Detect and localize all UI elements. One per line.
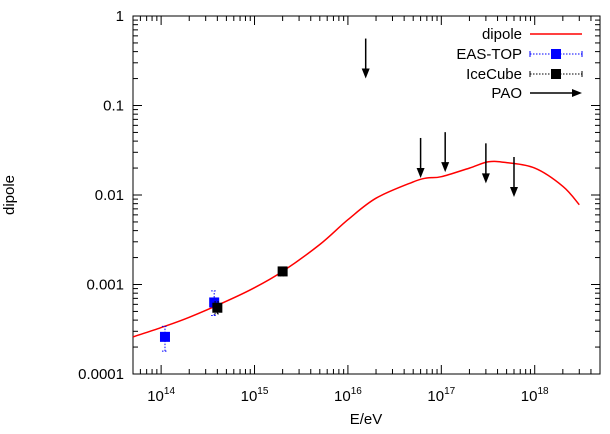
legend-label-pao: PAO <box>491 85 522 102</box>
pao-arrow-head <box>416 167 425 178</box>
x-tick-label: 1018 <box>521 386 549 405</box>
legend-marker-icecube <box>551 69 561 79</box>
eas-top-point <box>209 297 220 308</box>
legend-label-icecube: IceCube <box>466 66 522 83</box>
y-tick-label: 0.1 <box>103 98 124 115</box>
icecube-point <box>212 302 223 313</box>
x-tick-label: 1015 <box>241 386 269 405</box>
y-tick-label: 0.01 <box>95 187 124 204</box>
y-tick-label: 0.0001 <box>78 366 124 383</box>
pao-arrow-head <box>481 173 490 184</box>
legend-label-eas-top: EAS-TOP <box>456 46 522 63</box>
legend-label-dipole: dipole <box>482 26 522 43</box>
legend-arrow-pao <box>572 89 582 97</box>
pao-arrow-head <box>509 186 518 197</box>
y-axis-title: dipole <box>1 175 18 215</box>
pao-arrow-head <box>361 68 370 79</box>
dipole-curve <box>132 160 580 338</box>
legend: dipole EAS-TOP IceCube PAO <box>456 26 583 102</box>
x-axis-title: E/eV <box>350 411 383 428</box>
x-tick-label: 1017 <box>427 386 455 405</box>
x-tick-label: 1014 <box>147 386 175 405</box>
eas-top-point <box>159 331 170 342</box>
x-tick-label: 1016 <box>334 386 362 405</box>
y-tick-label: 0.001 <box>86 277 124 294</box>
icecube-point <box>277 266 288 277</box>
legend-marker-eas-top <box>551 49 561 59</box>
pao-arrow-head <box>441 162 450 173</box>
y-tick-label: 1 <box>116 8 124 25</box>
